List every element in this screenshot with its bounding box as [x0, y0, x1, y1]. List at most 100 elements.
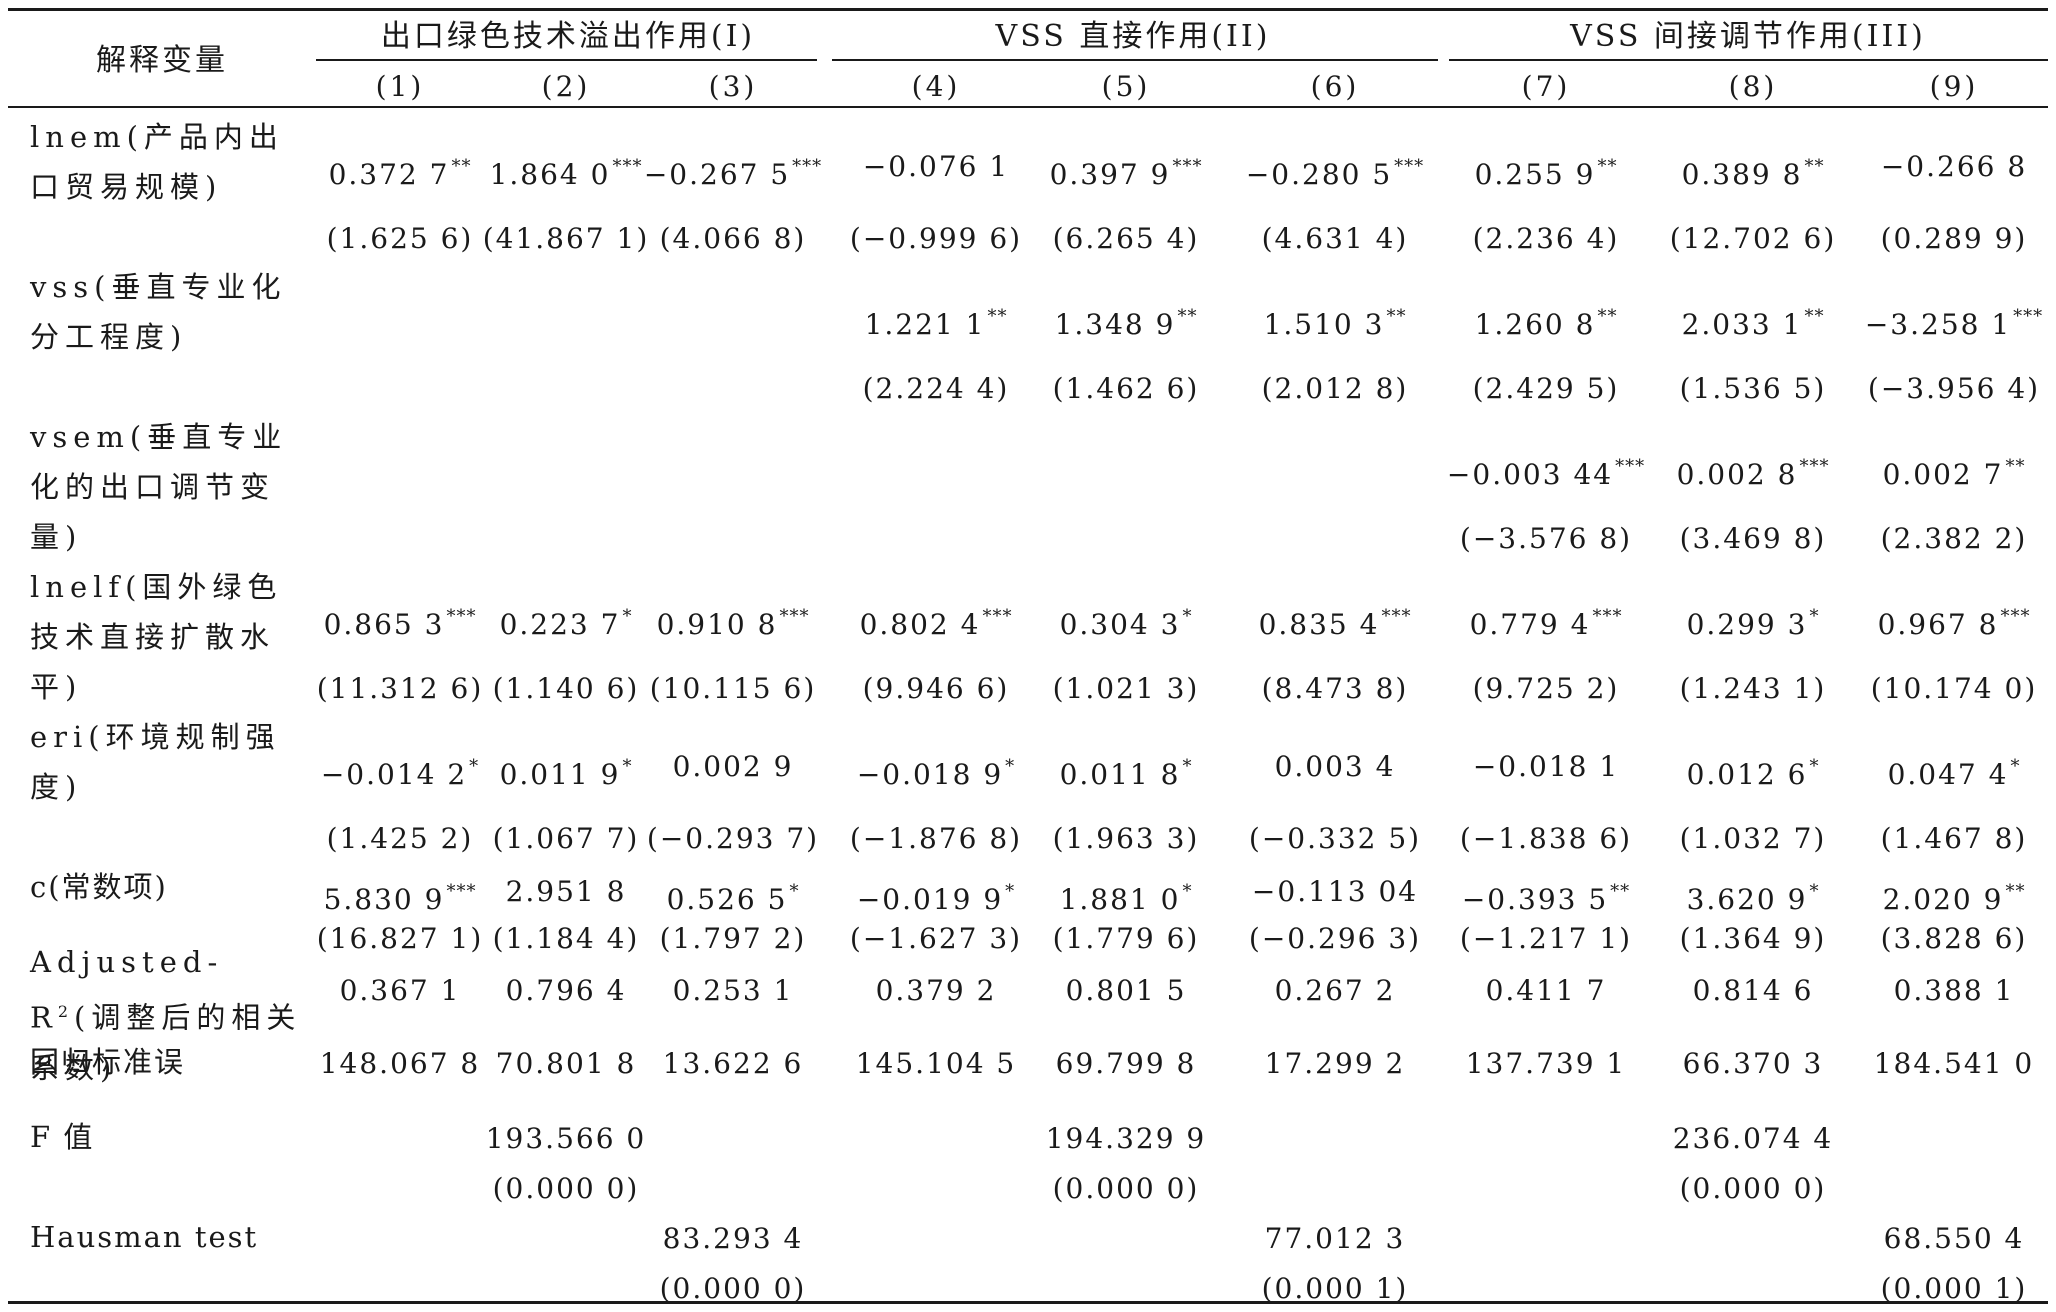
f-value-cell: 236.074 4 [1673, 1122, 1834, 1156]
row-label-adj-r2: Adjusted-R2(调整后的相关系数) [30, 937, 310, 1093]
significance-stars: *** [1172, 156, 1203, 177]
t-statistic-cell: (−1.217 1) [1460, 922, 1632, 956]
coefficient-cell: 0.047 4 * [1888, 750, 2021, 792]
significance-stars: * [1005, 756, 1016, 777]
t-statistic-cell-value: (1.364 9) [1679, 922, 1827, 955]
t-statistic-cell: (4.631 4) [1262, 222, 1409, 256]
significance-stars: *** [1381, 606, 1412, 627]
coefficient-cell-value: 0.002 8 [1676, 458, 1798, 491]
coefficient-cell-value: 0.255 9 [1474, 158, 1596, 191]
coefficient-cell: 1.260 8 ** [1475, 300, 1618, 342]
significance-stars: *** [1799, 456, 1830, 477]
significance-stars: * [1182, 756, 1193, 777]
column-header-3: (3) [708, 70, 758, 103]
hausman-value-cell-value: 83.293 4 [662, 1222, 804, 1255]
coefficient-cell: 0.002 8 *** [1677, 450, 1830, 492]
adj-r2-cell-value: 0.379 2 [875, 974, 997, 1007]
significance-stars: *** [446, 606, 477, 627]
coefficient-cell: 5.830 9 *** [324, 875, 477, 917]
coefficient-cell: −3.258 1 *** [1865, 300, 2043, 342]
significance-stars: * [789, 881, 800, 902]
adj-r2-cell: 0.411 7 [1486, 974, 1607, 1008]
significance-stars: * [1809, 606, 1820, 627]
t-statistic-cell-value: (12.702 6) [1669, 222, 1837, 255]
coefficient-cell: 0.397 9 *** [1050, 150, 1203, 192]
t-statistic-cell: (1.140 6) [493, 672, 640, 706]
adj-r2-cell: 0.379 2 [876, 974, 997, 1008]
group-rule-1 [316, 59, 817, 61]
f-pvalue-cell: (0.000 0) [493, 1172, 640, 1206]
f-value-cell: 193.566 0 [486, 1122, 647, 1156]
adj-r2-cell-value: 0.814 6 [1692, 974, 1814, 1007]
coefficient-cell: 0.223 7 * [500, 600, 633, 642]
coefficient-cell-value: 0.003 4 [1274, 750, 1396, 783]
t-statistic-cell: (1.032 7) [1680, 822, 1827, 856]
t-statistic-cell: (9.725 2) [1473, 672, 1620, 706]
significance-stars: ** [1177, 306, 1198, 327]
t-statistic-cell: (1.021 3) [1053, 672, 1200, 706]
significance-stars: *** [1592, 606, 1623, 627]
significance-stars: * [469, 756, 480, 777]
t-statistic-cell-value: (2.224 4) [862, 372, 1010, 405]
significance-stars: * [1809, 881, 1820, 902]
coefficient-cell: 0.011 8 * [1060, 750, 1193, 792]
significance-stars: ** [1597, 306, 1618, 327]
t-statistic-cell: (1.467 8) [1881, 822, 2028, 856]
coefficient-cell: 0.255 9 ** [1475, 150, 1618, 192]
t-statistic-cell: (9.946 6) [863, 672, 1010, 706]
f-pvalue-cell-value: (0.000 0) [1052, 1172, 1200, 1205]
t-statistic-cell: (1.779 6) [1053, 922, 1200, 956]
adj-r2-label-post: (调整后的相关系数) [30, 1000, 302, 1085]
coefficient-cell-value: 1.864 0 [489, 158, 611, 191]
adj-r2-cell-value: 0.796 4 [505, 974, 627, 1007]
t-statistic-cell-value: (−3.956 4) [1867, 372, 2041, 405]
coefficient-cell: 0.002 7 ** [1883, 450, 2026, 492]
t-statistic-cell: (−1.838 6) [1460, 822, 1632, 856]
hausman-pvalue-cell-value: (0.000 0) [659, 1272, 807, 1305]
adj-r2-cell-value: 0.253 1 [672, 974, 794, 1007]
hausman-pvalue-cell: (0.000 1) [1262, 1272, 1409, 1306]
coefficient-cell-value: −0.266 8 [1880, 150, 2028, 183]
t-statistic-cell-value: (4.631 4) [1261, 222, 1409, 255]
coefficient-cell-value: 0.304 3 [1059, 608, 1181, 641]
coefficient-cell-value: −3.258 1 [1864, 308, 2012, 341]
t-statistic-cell: (−0.293 7) [647, 822, 819, 856]
t-statistic-cell-value: (1.625 6) [326, 222, 474, 255]
coefficient-cell-value: −0.003 44 [1446, 458, 1614, 491]
t-statistic-cell-value: (1.425 2) [326, 822, 474, 855]
significance-stars: *** [446, 881, 477, 902]
significance-stars: *** [2000, 606, 2031, 627]
coefficient-cell-value: 0.389 8 [1681, 158, 1803, 191]
variable-column-header: 解释变量 [96, 43, 228, 78]
coefficient-cell: 0.802 4 *** [860, 600, 1013, 642]
coefficient-cell-value: 0.011 8 [1059, 758, 1181, 791]
t-statistic-cell-value: (1.797 2) [659, 922, 807, 955]
t-statistic-cell: (2.429 5) [1473, 372, 1620, 406]
adj-r2-label-pre: Adjusted-R [30, 945, 224, 1035]
t-statistic-cell: (−1.876 8) [850, 822, 1022, 856]
column-header-9: (9) [1929, 70, 1979, 103]
coefficient-cell-value: 3.620 9 [1686, 883, 1808, 916]
coefficient-cell: 2.951 8 [506, 875, 627, 909]
t-statistic-cell-value: (2.012 8) [1261, 372, 1409, 405]
std-error-cell-value: 184.541 0 [1873, 1047, 2035, 1080]
coefficient-cell: 0.003 4 [1275, 750, 1396, 784]
coefficient-cell-value: 0.223 7 [499, 608, 621, 641]
coefficient-cell-value: −0.113 04 [1251, 875, 1419, 908]
significance-stars: * [2010, 756, 2021, 777]
column-header-5: (5) [1101, 70, 1151, 103]
column-header-8: (8) [1728, 70, 1778, 103]
coefficient-cell-value: 0.002 7 [1882, 458, 2004, 491]
group-header-2: VSS 直接作用(II) [995, 19, 1271, 54]
coefficient-cell-value: 0.779 4 [1469, 608, 1591, 641]
hausman-value-cell: 77.012 3 [1265, 1222, 1406, 1256]
t-statistic-cell-value: (6.265 4) [1052, 222, 1200, 255]
coefficient-cell: −0.018 1 [1473, 750, 1619, 784]
significance-stars: *** [982, 606, 1013, 627]
coefficient-cell: 1.881 0 * [1060, 875, 1193, 917]
coefficient-cell: 0.526 5 * [667, 875, 800, 917]
t-statistic-cell: (3.469 8) [1680, 522, 1827, 556]
hausman-value-cell: 83.293 4 [663, 1222, 804, 1256]
adj-r2-cell: 0.253 1 [673, 974, 794, 1008]
t-statistic-cell: (0.289 9) [1881, 222, 2028, 256]
